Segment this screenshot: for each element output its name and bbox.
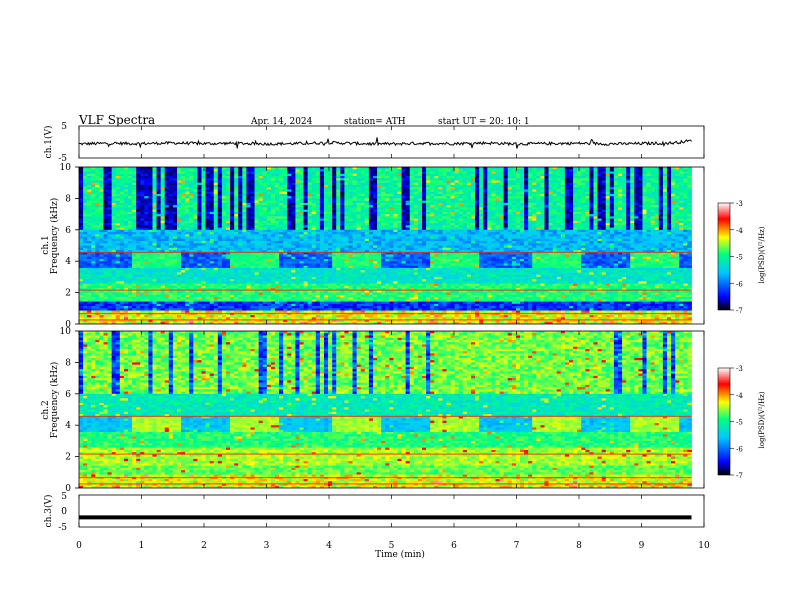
ch1-ytick-top: 5: [61, 122, 67, 132]
ch1-spectrogram-image: [79, 167, 692, 324]
ch1-ytick-bottom: -5: [58, 154, 67, 164]
time-axis-tick-10: 10: [698, 541, 710, 551]
ch1-colorbar: [717, 202, 731, 311]
ch2-channel-label: ch.2: [41, 400, 51, 419]
ch3-ytick-bottom: -5: [58, 523, 67, 533]
ch3-waveform-panel: 5 0 -5 ch.3(V): [43, 492, 705, 533]
ch2-spectrogram-ytick-8: 8: [65, 358, 71, 368]
time-axis-tick-5: 5: [389, 541, 395, 551]
time-axis-tick-4: 4: [326, 541, 332, 551]
date-label: Apr. 14, 2024: [250, 117, 313, 127]
ch2-spectrogram-ytick-2: 2: [65, 453, 71, 463]
ch1-colorbar-label: log(PSD)(V²/Hz): [758, 226, 766, 283]
ch2-spectrogram-image: [79, 331, 692, 488]
ch1-colorbar-tick--3: -3: [736, 200, 743, 208]
ch1-spectrogram-ytick-0: 0: [65, 320, 71, 330]
time-axis-tick-7: 7: [514, 541, 520, 551]
ch2-spectrogram-ytick-10: 10: [60, 327, 72, 337]
ch2-colorbar-tick--4: -4: [736, 392, 743, 400]
ch3-ytick-top: 5: [61, 492, 67, 502]
ch2-spectrogram-ytick-6: 6: [65, 390, 71, 400]
ch1-waveform-line: [79, 137, 692, 149]
ch2-colorbar-tick--3: -3: [736, 365, 743, 373]
ch1-frequency-ylabel: Frequency (kHz): [49, 198, 60, 275]
ch1-spectrogram-ytick-6: 6: [65, 226, 71, 236]
ch1-spectrogram-ytick-4: 4: [65, 257, 71, 267]
station-label: station= ATH: [344, 117, 406, 127]
ch3-waveform-ylabel: ch.3(V): [43, 495, 54, 528]
ch3-ytick-middle: 0: [61, 507, 67, 517]
ch1-colorbar-tick--5: -5: [736, 254, 743, 262]
time-axis-label: Time (min): [375, 549, 425, 560]
ch2-colorbar-tick--5: -5: [736, 419, 743, 427]
ch2-colorbar: [717, 367, 731, 476]
ch1-waveform-frame: [78, 125, 705, 159]
ch1-waveform-ylabel: ch.1(V): [43, 126, 54, 159]
ch1-channel-label: ch.1: [41, 235, 51, 254]
ch3-waveform-frame: [78, 494, 705, 528]
ch1-colorbar-tick--7: -7: [736, 307, 743, 315]
ch1-colorbar-tick--6: -6: [736, 280, 743, 288]
time-axis-tick-9: 9: [639, 541, 645, 551]
ch1-colorbar-tick--4: -4: [736, 227, 743, 235]
time-axis-tick-8: 8: [576, 541, 582, 551]
ch1-spectrogram-ytick-8: 8: [65, 194, 71, 204]
ch2-spectrogram-ytick-0: 0: [65, 484, 71, 494]
time-axis: 0 1 2 3 4 5 6 7 8 9 10: [76, 126, 710, 551]
figure-title: VLF Spectra: [78, 113, 155, 127]
ch2-colorbar-tick--6: -6: [736, 445, 743, 453]
ch2-colorbar-label: log(PSD)(V²/Hz): [758, 391, 766, 448]
time-axis-tick-3: 3: [264, 541, 270, 551]
time-axis-tick-1: 1: [139, 541, 145, 551]
time-axis-tick-6: 6: [451, 541, 457, 551]
time-axis-tick-0: 0: [76, 541, 82, 551]
ch2-spectrogram-ytick-4: 4: [65, 421, 71, 431]
ch2-frequency-ylabel: Frequency (kHz): [49, 362, 60, 439]
ch1-spectrogram-ytick-10: 10: [60, 163, 72, 173]
ch2-colorbar-tick--7: -7: [736, 472, 743, 480]
ch1-spectrogram-ytick-2: 2: [65, 289, 71, 299]
ch1-waveform-panel: 5 -5 ch.1(V): [43, 122, 705, 164]
time-axis-tick-2: 2: [201, 541, 207, 551]
start-time-label: start UT = 20: 10: 1: [438, 117, 530, 127]
